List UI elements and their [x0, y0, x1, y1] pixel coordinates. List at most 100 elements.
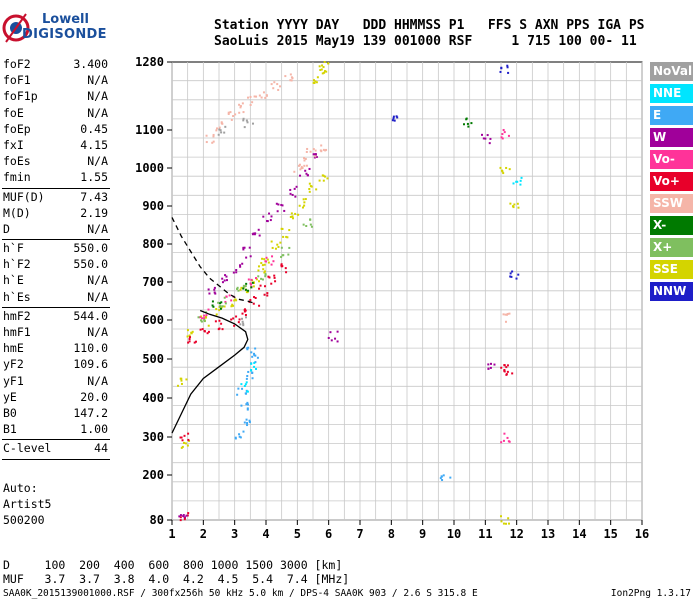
data-point — [250, 278, 253, 281]
data-point — [251, 355, 254, 358]
parameter-value: 147.2 — [73, 405, 108, 420]
data-point — [257, 228, 260, 231]
data-point — [312, 79, 315, 82]
x-tick-label: 10 — [447, 527, 461, 541]
data-point — [502, 128, 505, 131]
data-point — [211, 300, 214, 303]
data-point — [264, 96, 267, 99]
data-point — [233, 324, 236, 327]
parameter-row: D N/A — [0, 222, 112, 238]
data-point — [306, 174, 309, 177]
data-point — [281, 204, 284, 207]
data-point — [322, 148, 325, 151]
parameter-value: N/A — [87, 289, 108, 304]
data-point — [506, 370, 509, 373]
data-point — [263, 293, 266, 296]
parameter-label: hmE — [3, 341, 24, 356]
parameter-value: 1.55 — [80, 170, 108, 185]
data-point — [242, 117, 245, 120]
data-point — [260, 277, 263, 280]
data-point — [489, 137, 492, 140]
data-point — [508, 312, 511, 315]
data-point — [261, 264, 264, 267]
data-point — [239, 264, 242, 267]
data-point — [396, 116, 399, 119]
data-point — [290, 76, 293, 79]
data-point — [178, 515, 181, 518]
data-point — [253, 296, 256, 299]
data-point — [289, 188, 292, 191]
data-point — [303, 157, 306, 160]
autoscaling-info: Auto: Artist5 500200 — [3, 480, 51, 529]
data-point — [223, 305, 226, 308]
data-point — [508, 522, 511, 525]
data-point — [234, 113, 237, 116]
data-point — [245, 256, 248, 259]
data-point — [242, 324, 245, 327]
data-point — [188, 340, 191, 343]
data-point — [224, 300, 227, 303]
data-point — [221, 122, 224, 125]
data-point — [274, 247, 277, 250]
data-point — [258, 287, 261, 290]
parameter-value: 109.6 — [73, 357, 108, 372]
data-point — [463, 123, 466, 126]
data-point — [239, 288, 242, 291]
data-point — [250, 368, 253, 371]
data-point — [246, 408, 249, 411]
data-point — [214, 320, 217, 323]
data-point — [325, 70, 328, 73]
data-point — [244, 309, 247, 312]
data-point — [218, 327, 221, 330]
data-point — [504, 313, 507, 316]
data-point — [246, 424, 249, 427]
data-point — [230, 299, 233, 302]
data-point — [193, 341, 196, 344]
polarization-legend: NoVal NNE E W Vo- Vo+ SSW X- X+ SSE NNW — [650, 62, 693, 304]
data-point — [240, 286, 243, 289]
data-point — [205, 134, 208, 137]
data-point — [260, 262, 263, 265]
data-point — [263, 263, 266, 266]
data-point — [221, 281, 224, 284]
data-point — [506, 364, 509, 367]
data-point — [288, 229, 291, 232]
data-point — [266, 292, 269, 295]
data-point — [506, 66, 509, 69]
data-point — [224, 302, 227, 305]
data-point — [223, 279, 226, 282]
data-point — [185, 514, 188, 517]
data-point — [320, 144, 323, 147]
data-point — [294, 212, 297, 215]
data-point — [213, 286, 216, 289]
data-point — [482, 137, 485, 140]
data-point — [225, 275, 228, 278]
data-point — [189, 336, 192, 339]
data-point — [255, 367, 258, 370]
data-point — [321, 64, 324, 67]
legend-item: E — [650, 106, 693, 125]
parameter-separator — [2, 458, 110, 460]
data-point — [180, 446, 183, 449]
data-point — [180, 382, 183, 385]
data-point — [197, 316, 200, 319]
data-point — [246, 348, 249, 351]
profile-curve-dashed — [171, 217, 254, 304]
profile-curve-solid — [171, 309, 249, 434]
data-point — [230, 318, 233, 321]
data-point — [212, 135, 215, 138]
data-point — [177, 384, 180, 387]
data-point — [253, 361, 256, 364]
footer-version: Ion2Png 1.3.17 — [610, 588, 691, 599]
y-tick-label: 300 — [142, 430, 164, 444]
data-point — [284, 75, 287, 78]
data-point — [219, 307, 222, 310]
data-point — [254, 361, 257, 364]
data-point — [262, 91, 265, 94]
data-point — [212, 133, 215, 136]
data-point — [314, 153, 317, 156]
data-point — [199, 319, 202, 322]
data-point — [315, 156, 318, 159]
data-point — [318, 65, 321, 68]
data-point — [242, 119, 245, 122]
